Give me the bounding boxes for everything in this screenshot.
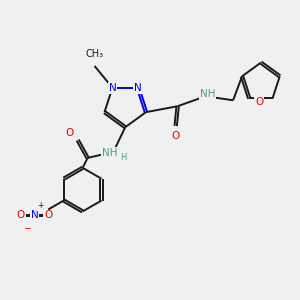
- Text: N: N: [109, 83, 116, 93]
- Text: −: −: [23, 223, 30, 232]
- Text: O: O: [16, 210, 25, 220]
- Text: O: O: [66, 128, 74, 138]
- Text: N: N: [31, 210, 38, 220]
- Text: CH₃: CH₃: [85, 49, 103, 59]
- Text: O: O: [255, 98, 263, 107]
- Text: H: H: [120, 153, 126, 162]
- Text: N: N: [134, 83, 142, 93]
- Text: O: O: [44, 210, 52, 220]
- Text: NH: NH: [102, 148, 117, 158]
- Text: NH: NH: [200, 89, 215, 99]
- Text: +: +: [37, 201, 44, 210]
- Text: O: O: [172, 131, 180, 141]
